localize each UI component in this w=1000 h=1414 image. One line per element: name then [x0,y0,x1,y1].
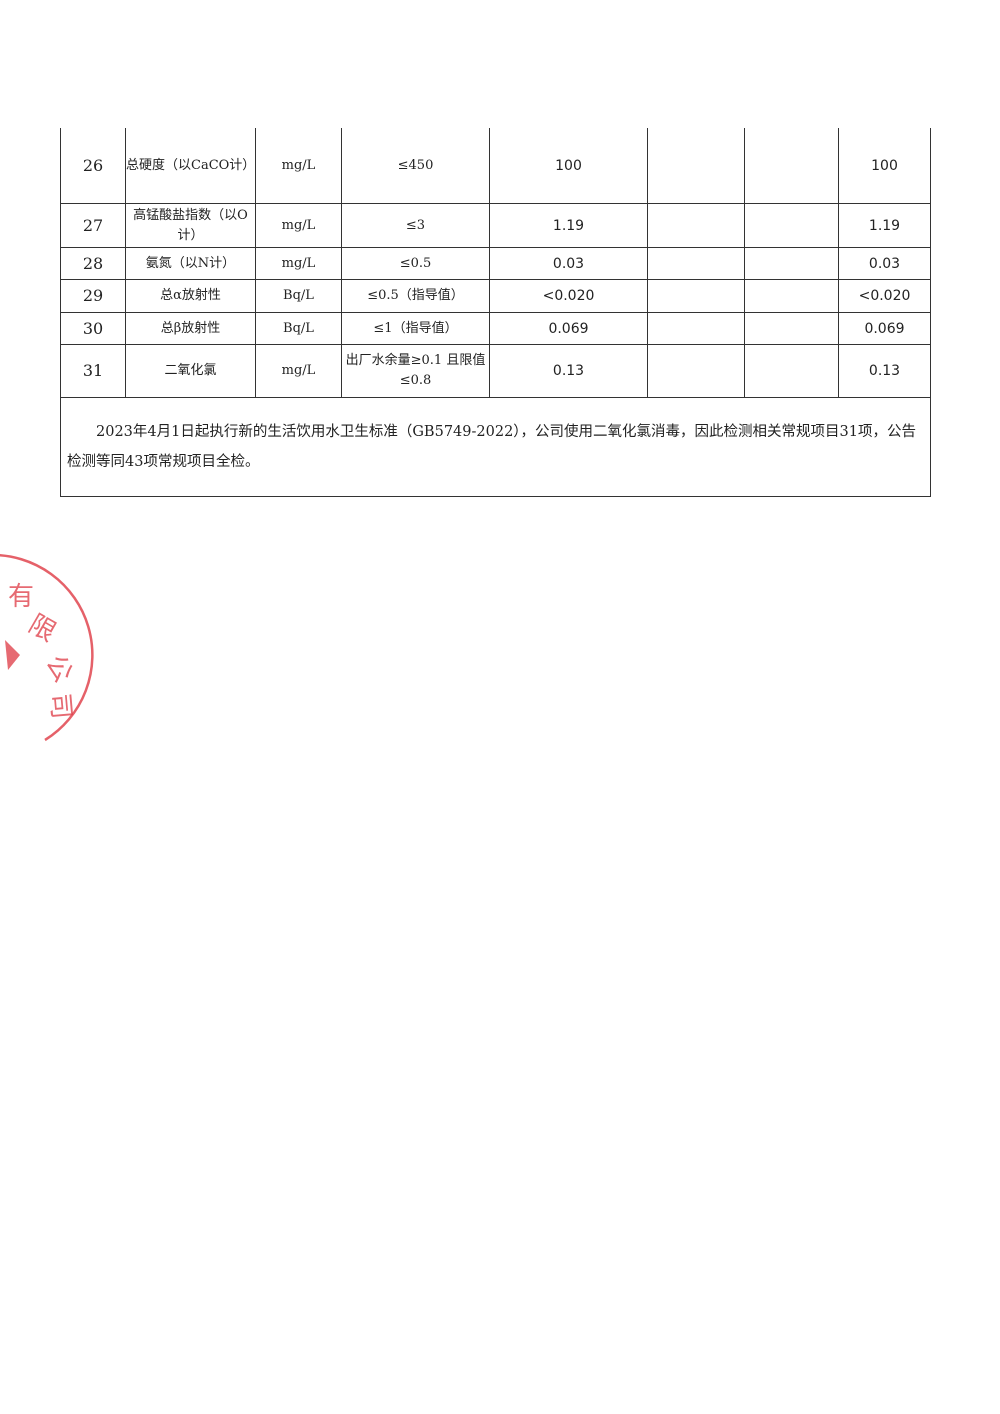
cell-c7 [744,203,839,248]
svg-text:限: 限 [23,609,61,648]
cell-limit: ≤0.5 [341,247,490,280]
cell-c6 [647,128,745,204]
cell-value: 1.19 [489,203,648,248]
table-row: 30 总β放射性 Bq/L ≤1（指导值） 0.069 0.069 [60,312,931,345]
cell-c8: 100 [838,128,931,204]
cell-unit: mg/L [255,247,342,280]
cell-c8: 0.069 [838,312,931,345]
cell-item: 总硬度（以CaCO计） [125,128,256,204]
cell-no: 29 [60,279,126,313]
cell-c7 [744,128,839,204]
note-text: 2023年4月1日起执行新的生活饮用水卫生标准（GB5749-2022），公司使… [60,397,931,497]
cell-value: 0.069 [489,312,648,345]
water-quality-table: 26 总硬度（以CaCO计） mg/L ≤450 100 100 27 高锰酸盐指数（以O计）… [60,128,931,497]
cell-value: 0.13 [489,344,648,398]
svg-text:司: 司 [44,692,76,721]
cell-c8: 0.03 [838,247,931,280]
cell-unit: mg/L [255,344,342,398]
cell-item: 氨氮（以N计） [125,247,256,280]
cell-no: 31 [60,344,126,398]
cell-c6 [647,312,745,345]
cell-limit: 出厂水余量≥0.1 且限值≤0.8 [341,344,490,398]
cell-no: 28 [60,247,126,280]
cell-limit: ≤0.5（指导值） [341,279,490,313]
cell-c7 [744,312,839,345]
cell-unit: mg/L [255,128,342,204]
cell-no: 30 [60,312,126,345]
company-seal: 有 限 公 司 [0,554,94,742]
cell-no: 26 [60,128,126,204]
cell-c6 [647,344,745,398]
cell-unit: Bq/L [255,312,342,345]
cell-c7 [744,344,839,398]
cell-value: <0.020 [489,279,648,313]
cell-item: 高锰酸盐指数（以O计） [125,203,256,248]
cell-c6 [647,203,745,248]
cell-value: 100 [489,128,648,204]
table-row: 28 氨氮（以N计） mg/L ≤0.5 0.03 0.03 [60,247,931,280]
cell-unit: mg/L [255,203,342,248]
cell-limit: ≤1（指导值） [341,312,490,345]
cell-c8: 1.19 [838,203,931,248]
cell-c8: 0.13 [838,344,931,398]
table-row: 31 二氧化氯 mg/L 出厂水余量≥0.1 且限值≤0.8 0.13 0.13 [60,344,931,398]
cell-c7 [744,247,839,280]
svg-text:公: 公 [39,650,78,688]
table-row: 29 总α放射性 Bq/L ≤0.5（指导值） <0.020 <0.020 [60,279,931,313]
cell-c8: <0.020 [838,279,931,313]
cell-item: 总β放射性 [125,312,256,345]
cell-c7 [744,279,839,313]
cell-limit: ≤450 [341,128,490,204]
table-row: 26 总硬度（以CaCO计） mg/L ≤450 100 100 [60,128,931,204]
svg-text:有: 有 [8,582,34,612]
cell-c6 [647,279,745,313]
cell-no: 27 [60,203,126,248]
table-row: 27 高锰酸盐指数（以O计） mg/L ≤3 1.19 1.19 [60,203,931,248]
cell-item: 二氧化氯 [125,344,256,398]
cell-limit: ≤3 [341,203,490,248]
cell-value: 0.03 [489,247,648,280]
cell-c6 [647,247,745,280]
cell-item: 总α放射性 [125,279,256,313]
cell-unit: Bq/L [255,279,342,313]
